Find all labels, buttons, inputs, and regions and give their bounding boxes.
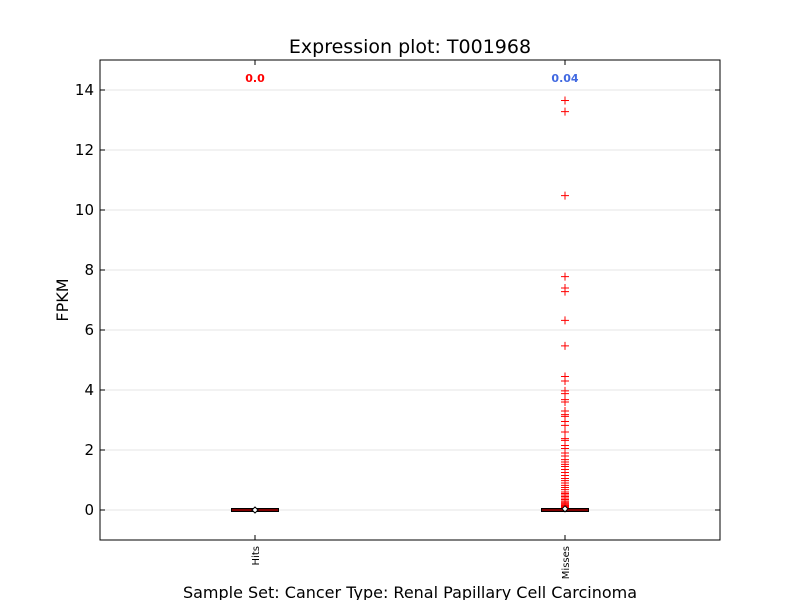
- y-tick-label: 12: [75, 141, 94, 159]
- y-tick-label: 2: [84, 441, 94, 459]
- chart-title: Expression plot: T001968: [289, 36, 531, 58]
- outlier-point: [561, 272, 569, 281]
- y-axis-label: FPKM: [53, 278, 72, 321]
- y-tick-label: 10: [75, 201, 94, 219]
- annotations: 0.0 0.04: [245, 72, 579, 85]
- outlier-point: [561, 341, 569, 350]
- outlier-point: [561, 287, 569, 296]
- box-hits: [231, 506, 279, 514]
- y-tick-label: 8: [84, 261, 94, 279]
- outlier-point: [561, 377, 569, 385]
- x-category-label: Misses: [561, 546, 572, 579]
- plot-frame: [99, 59, 721, 541]
- y-tick-label: 14: [75, 81, 94, 99]
- plot-background: [100, 60, 720, 540]
- mean-marker: [561, 505, 569, 513]
- outlier-point: [561, 107, 569, 116]
- outlier-point: [561, 398, 569, 406]
- grid-lines: [100, 89, 720, 511]
- x-axis-label: Sample Set: Cancer Type: Renal Papillary…: [183, 583, 637, 600]
- outlier-point: [561, 316, 569, 325]
- outlier-point: [561, 191, 569, 200]
- mean-marker: [251, 506, 259, 514]
- y-tick-label: 0: [84, 501, 94, 519]
- x-category-label: Hits: [251, 546, 262, 565]
- box-misses: [541, 96, 589, 513]
- axis-ticks: 0 2 4 6 8 10 12 14 Hits Misses: [75, 60, 720, 579]
- y-tick-label: 4: [84, 381, 94, 399]
- outlier-point: [561, 96, 569, 105]
- box-marks: [231, 96, 589, 514]
- annotation-misses: 0.04: [551, 72, 578, 85]
- y-tick-label: 6: [84, 321, 94, 339]
- annotation-hits: 0.0: [245, 72, 265, 85]
